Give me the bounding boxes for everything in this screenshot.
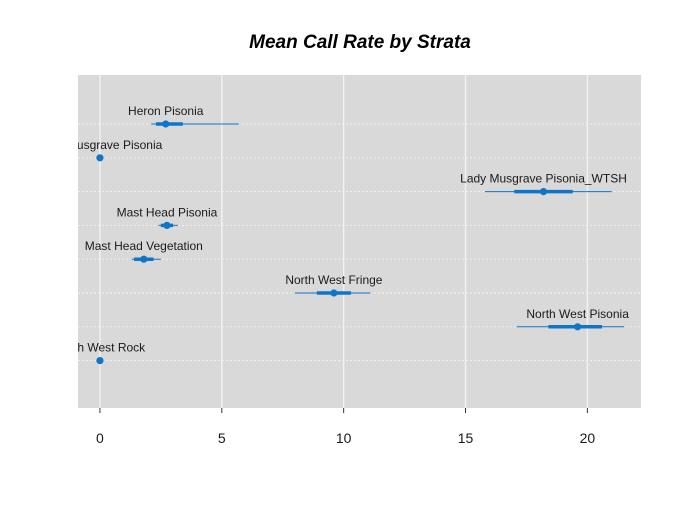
mean-point	[539, 188, 548, 196]
data-marks: Heron Pisonia Lady Musgrave Pisonia Lady M…	[38, 104, 629, 365]
x-tick-label: 20	[580, 430, 596, 446]
mean-point	[163, 221, 171, 229]
mean-point	[574, 323, 582, 331]
mean-point	[96, 154, 104, 162]
point-label: Mast Head Vegetation	[85, 239, 203, 253]
point-group: North West Pisonia	[516, 307, 629, 331]
point-group: Lady Musgrave Pisonia	[38, 138, 163, 162]
point-group: Mast Head Pisonia	[117, 205, 218, 229]
point-label: North West Pisonia	[526, 307, 629, 321]
x-tick-label: 0	[96, 430, 104, 446]
plot-panel	[78, 75, 641, 408]
point-label: North West Rock	[55, 341, 146, 355]
point-group: North West Rock	[55, 341, 146, 365]
mean-point	[140, 255, 148, 263]
point-label: Lady Musgrave Pisonia	[38, 138, 163, 152]
x-axis: 0 5 10 15 20	[96, 408, 595, 446]
point-label: Heron Pisonia	[128, 104, 204, 118]
mean-point	[330, 289, 338, 297]
chart-title: Mean Call Rate by Strata	[249, 32, 471, 53]
point-group: North West Fringe	[285, 273, 383, 297]
point-label: North West Fringe	[285, 273, 382, 287]
point-group: Lady Musgrave Pisonia_WTSH	[460, 172, 627, 196]
point-label: Lady Musgrave Pisonia_WTSH	[460, 172, 627, 186]
x-tick-label: 10	[336, 430, 352, 446]
point-group: Heron Pisonia	[128, 104, 239, 128]
point-label: Mast Head Pisonia	[117, 205, 218, 219]
x-tick-label: 5	[218, 430, 226, 446]
mean-point	[96, 357, 104, 365]
mean-point	[162, 120, 170, 128]
point-group: Mast Head Vegetation	[85, 239, 203, 263]
x-tick-label: 15	[458, 430, 474, 446]
